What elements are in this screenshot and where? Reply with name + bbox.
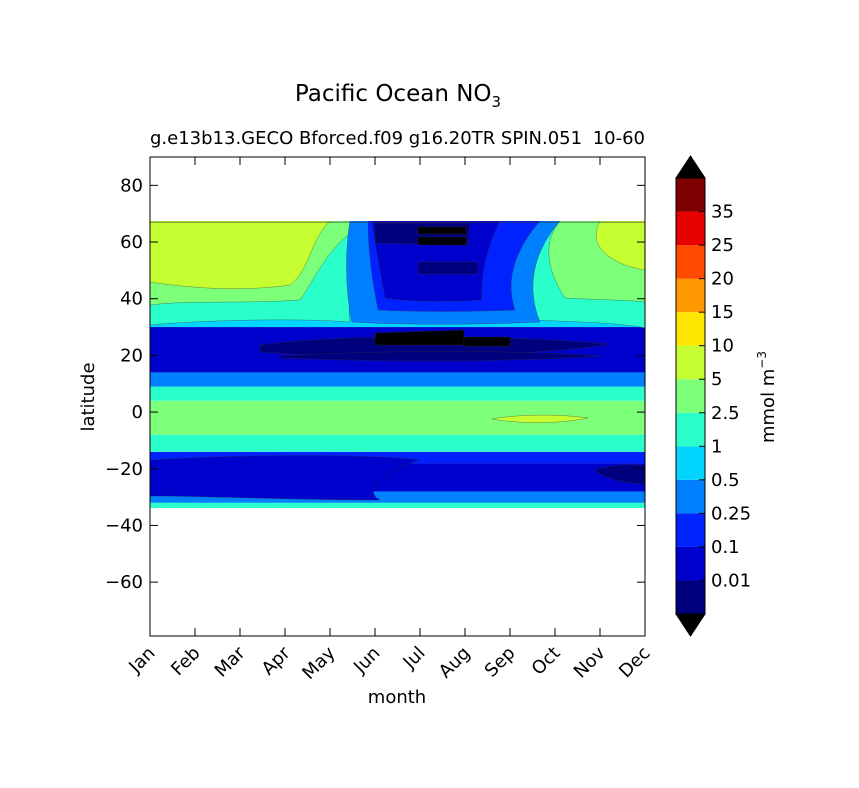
x-tick-label: Sep (481, 643, 520, 682)
colorbar-label: mmol m−3 (755, 351, 779, 443)
colorbar-frame (675, 177, 706, 615)
contour-subtrop-0p01-b (279, 351, 601, 362)
title-subscript: 3 (492, 93, 502, 111)
chart-subtitle-right: 10-60 (593, 128, 645, 149)
x-tick-label: Feb (167, 643, 204, 680)
colorbar-swatch (676, 345, 705, 380)
y-tick-label: −40 (105, 515, 143, 536)
colorbar-tick-label: 0.1 (711, 537, 740, 558)
contour-band-4 (150, 434, 645, 452)
y-tick-label: 60 (120, 232, 143, 253)
colorbar-tick-label: 20 (711, 269, 734, 290)
colorbar-swatch (676, 479, 705, 514)
contour-summer-0p01-mid (417, 261, 479, 275)
x-tick-label: Jun (349, 643, 384, 678)
colorbar-swatch (676, 278, 705, 313)
heatmap-contours (150, 221, 645, 508)
colorbar-tick-label: 2.5 (711, 403, 740, 424)
y-tick-label: −60 (105, 572, 143, 593)
contour-south-0p25-edge (150, 455, 421, 501)
colorbar-swatch (676, 546, 705, 581)
x-tick-label: May (298, 642, 339, 683)
colorbar-over-triangle (675, 155, 706, 179)
colorbar-tick-label: 25 (711, 235, 734, 256)
contour-band-7 (150, 372, 645, 387)
y-tick-label: 20 (120, 345, 143, 366)
contour-band-1 (150, 491, 645, 503)
contour-under-2 (417, 236, 467, 246)
y-tick-label: 80 (120, 175, 143, 196)
colorbar-tick-label: 15 (711, 302, 734, 323)
x-tick-label: Oct (528, 643, 565, 680)
x-tick-label: Jan (124, 643, 159, 678)
contour-band-0 (150, 502, 645, 508)
colorbar-label-exponent: −3 (755, 351, 769, 369)
contour-under-4 (463, 336, 511, 347)
y-axis-ticks: 80 60 40 20 0 −20 −40 −60 (105, 175, 645, 593)
colorbar-tick-label: 35 (711, 202, 734, 223)
y-axis-label: latitude (78, 362, 99, 431)
colorbar-swatch (676, 412, 705, 447)
colorbar-swatch (676, 513, 705, 547)
x-tick-label: Aug (435, 643, 475, 683)
colorbar-tick-label: 5 (711, 369, 722, 390)
y-tick-label: 40 (120, 289, 143, 310)
x-axis-label: month (368, 687, 426, 708)
contour-under-1 (417, 226, 467, 235)
x-tick-label: Dec (615, 643, 654, 682)
colorbar-swatch (676, 446, 705, 480)
colorbar-tick-label: 10 (711, 336, 734, 357)
contour-eq-5 (491, 414, 589, 423)
y-tick-label: −20 (105, 459, 143, 480)
colorbar: 0.01 0.1 0.25 0.5 1 2.5 5 10 15 20 25 35 (675, 155, 751, 637)
colorbar-tick-label: 0.01 (711, 570, 751, 591)
x-tick-label: Apr (258, 642, 295, 679)
colorbar-swatch (676, 178, 705, 212)
contour-south-0p01-b (594, 464, 645, 485)
contour-north-10 (150, 221, 331, 289)
contour-band-6 (150, 386, 645, 401)
colorbar-tick-label: 1 (711, 436, 722, 457)
x-tick-label: Nov (570, 642, 610, 682)
colorbar-tick-label: 0.25 (711, 503, 751, 524)
plot-area: 80 60 40 20 0 −20 −40 −60 Jan Feb Mar Apr May Jun Jul… (105, 156, 655, 684)
contour-north-10-east (595, 221, 645, 271)
colorbar-swatch (676, 580, 705, 614)
chart-subtitle-left: g.e13b13.GECO Bforced.f09 g16.20TR SPIN.… (150, 128, 582, 149)
colorbar-swatch (676, 211, 705, 246)
plot-frame (149, 156, 646, 637)
colorbar-swatch (676, 379, 705, 413)
x-tick-label: Mar (211, 642, 250, 681)
y-tick-label: 0 (132, 402, 143, 423)
colorbar-tick-label: 0.5 (711, 470, 740, 491)
colorbar-swatch (676, 245, 705, 279)
contour-band-3 (150, 451, 645, 464)
chart-title: Pacific Ocean NO3 (295, 81, 501, 111)
colorbar-under-triangle (675, 613, 706, 637)
colorbar-swatch (676, 312, 705, 346)
x-tick-label: Jul (399, 643, 430, 674)
